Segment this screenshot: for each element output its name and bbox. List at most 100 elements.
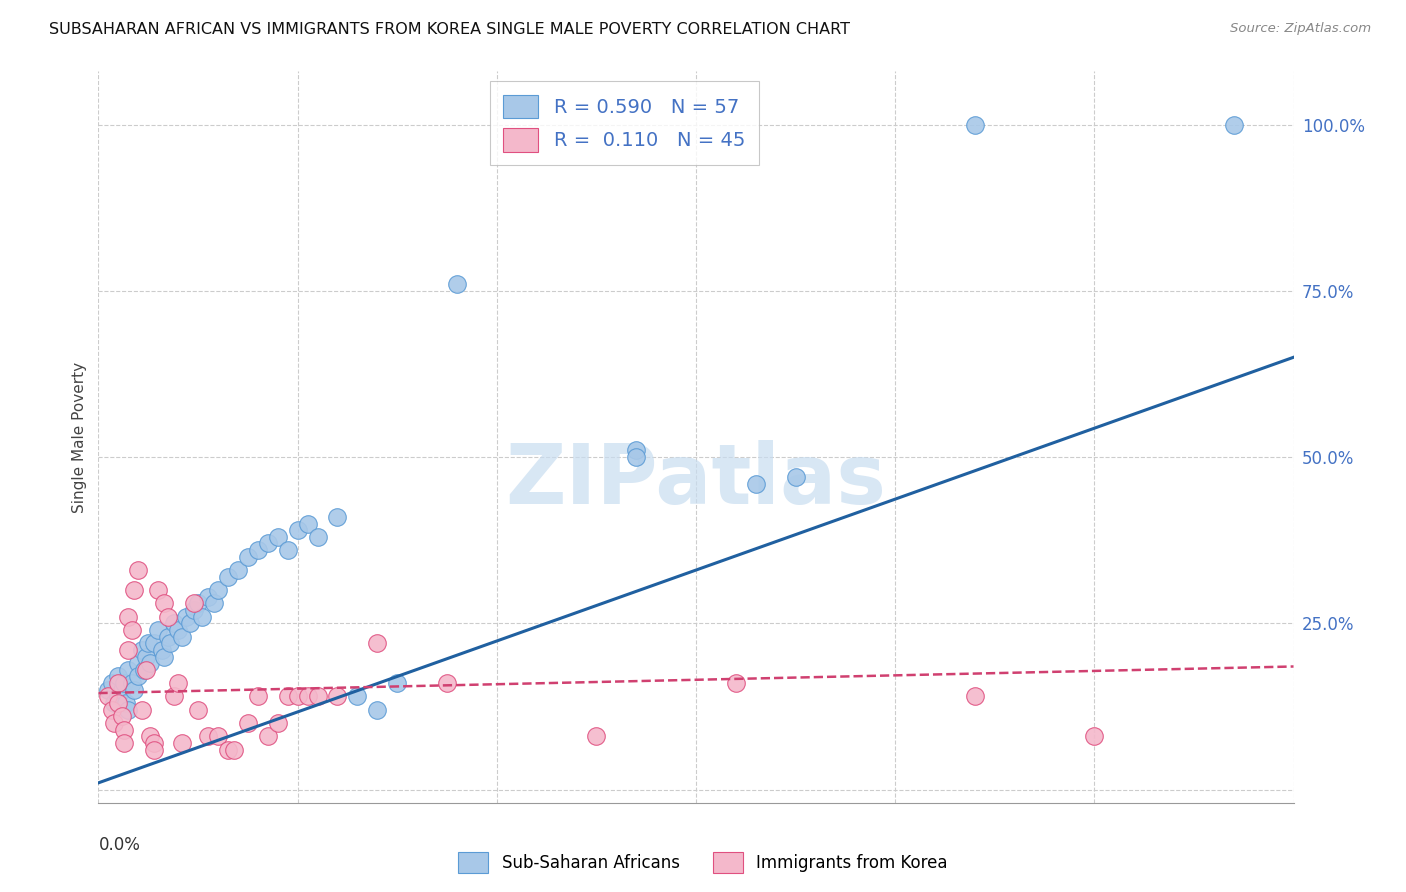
Point	[187, 703, 209, 717]
Point	[197, 590, 219, 604]
Point	[124, 582, 146, 597]
Point	[287, 523, 309, 537]
Point	[1223, 118, 1246, 132]
Point	[101, 703, 124, 717]
Point	[157, 609, 180, 624]
Point	[277, 690, 299, 704]
Point	[326, 690, 349, 704]
Point	[117, 643, 139, 657]
Point	[191, 609, 214, 624]
Point	[307, 530, 329, 544]
Point	[745, 476, 768, 491]
Point	[107, 696, 129, 710]
Point	[159, 636, 181, 650]
Point	[135, 663, 157, 677]
Point	[124, 682, 146, 697]
Point	[127, 656, 149, 670]
Point	[267, 530, 290, 544]
Point	[172, 630, 194, 644]
Point	[143, 742, 166, 756]
Point	[217, 570, 239, 584]
Point	[287, 690, 309, 704]
Point	[963, 690, 986, 704]
Point	[172, 736, 194, 750]
Point	[307, 690, 329, 704]
Point	[366, 703, 388, 717]
Point	[139, 729, 162, 743]
Y-axis label: Single Male Poverty: Single Male Poverty	[72, 361, 87, 513]
Text: Source: ZipAtlas.com: Source: ZipAtlas.com	[1230, 22, 1371, 36]
Point	[115, 696, 138, 710]
Point	[785, 470, 807, 484]
Point	[163, 616, 186, 631]
Point	[222, 742, 245, 756]
Point	[246, 543, 269, 558]
Point	[297, 516, 319, 531]
Text: SUBSAHARAN AFRICAN VS IMMIGRANTS FROM KOREA SINGLE MALE POVERTY CORRELATION CHAR: SUBSAHARAN AFRICAN VS IMMIGRANTS FROM KO…	[49, 22, 851, 37]
Point	[167, 623, 190, 637]
Point	[97, 682, 120, 697]
Point	[107, 690, 129, 704]
Point	[1083, 729, 1105, 743]
Text: 0.0%: 0.0%	[98, 836, 141, 854]
Point	[207, 729, 229, 743]
Point	[256, 536, 278, 550]
Point	[626, 443, 648, 458]
Point	[148, 623, 170, 637]
Point	[183, 596, 205, 610]
Point	[217, 742, 239, 756]
Point	[103, 716, 125, 731]
Point	[117, 703, 139, 717]
Point	[153, 649, 176, 664]
Point	[163, 690, 186, 704]
Point	[167, 676, 190, 690]
Point	[107, 676, 129, 690]
Point	[143, 736, 166, 750]
Point	[585, 729, 607, 743]
Point	[202, 596, 225, 610]
Point	[111, 709, 134, 723]
Point	[183, 603, 205, 617]
Point	[127, 669, 149, 683]
Point	[121, 623, 143, 637]
Point	[174, 609, 197, 624]
Point	[134, 663, 156, 677]
Point	[246, 690, 269, 704]
Point	[136, 636, 159, 650]
Point	[963, 118, 986, 132]
Point	[277, 543, 299, 558]
Point	[111, 682, 134, 697]
Point	[179, 616, 201, 631]
Point	[131, 703, 153, 717]
Point	[117, 609, 139, 624]
Text: ZIPatlas: ZIPatlas	[506, 441, 886, 522]
Point	[107, 669, 129, 683]
Point	[112, 723, 135, 737]
Point	[346, 690, 368, 704]
Point	[148, 582, 170, 597]
Point	[157, 630, 180, 644]
Point	[297, 690, 319, 704]
Point	[236, 716, 259, 731]
Point	[724, 676, 747, 690]
Point	[436, 676, 458, 690]
Point	[326, 509, 349, 524]
Point	[267, 716, 290, 731]
Point	[97, 690, 120, 704]
Point	[117, 663, 139, 677]
Point	[112, 676, 135, 690]
Point	[226, 563, 249, 577]
Point	[131, 643, 153, 657]
Legend: R = 0.590   N = 57, R =  0.110   N = 45: R = 0.590 N = 57, R = 0.110 N = 45	[489, 81, 759, 166]
Point	[385, 676, 409, 690]
Point	[135, 649, 157, 664]
Point	[626, 450, 648, 464]
Point	[236, 549, 259, 564]
Point	[153, 596, 176, 610]
Point	[143, 636, 166, 650]
Point	[207, 582, 229, 597]
Point	[187, 596, 209, 610]
Point	[103, 696, 125, 710]
Point	[101, 676, 124, 690]
Point	[256, 729, 278, 743]
